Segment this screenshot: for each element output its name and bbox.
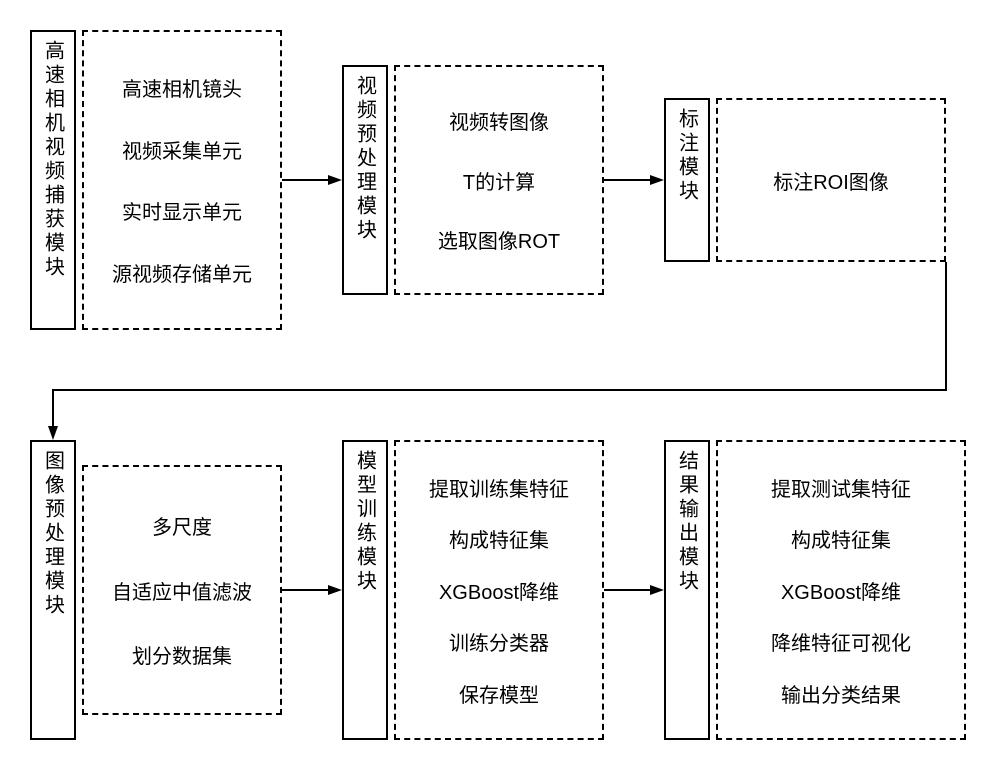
detail-line: 训练分类器 [449,627,549,656]
detail-line: 降维特征可视化 [771,627,911,656]
module-label-m5: 模型训练模块 [351,450,380,594]
detail-m4: 多尺度自适应中值滤波划分数据集 [82,465,282,715]
arrow-head-icon [328,175,342,185]
detail-line: 视频转图像 [449,106,549,135]
detail-line: T的计算 [463,166,535,195]
detail-line: 提取测试集特征 [771,473,911,502]
detail-line: 划分数据集 [132,640,232,669]
detail-line: XGBoost降维 [439,576,559,605]
module-label-m1: 高速相机视频捕获模块 [39,40,68,280]
detail-line: 源视频存储单元 [112,258,252,287]
arrow-head-icon [48,426,58,440]
detail-line: XGBoost降维 [781,576,901,605]
module-m4: 图像预处理模块 [30,440,76,740]
module-label-m2: 视频预处理模块 [351,75,380,243]
module-label-m3: 标注模块 [673,108,702,204]
detail-line: 多尺度 [152,511,212,540]
detail-m3: 标注ROI图像 [716,98,946,262]
module-label-m4: 图像预处理模块 [39,450,68,618]
detail-line: 保存模型 [459,679,539,708]
detail-m2: 视频转图像 T的计算选取图像ROT [394,65,604,295]
detail-line: 标注ROI图像 [773,166,889,195]
detail-line: 构成特征集 [449,524,549,553]
module-label-m6: 结果输出模块 [673,450,702,594]
module-m5: 模型训练模块 [342,440,388,740]
detail-m5: 提取训练集特征构成特征集 XGBoost降维训练分类器保存模型 [394,440,604,740]
arrow-head-icon [650,585,664,595]
detail-line: 选取图像ROT [438,225,560,254]
detail-line: 提取训练集特征 [429,473,569,502]
module-m2: 视频预处理模块 [342,65,388,295]
module-m1: 高速相机视频捕获模块 [30,30,76,330]
detail-m6: 提取测试集特征构成特征集 XGBoost降维降维特征可视化输出分类结果 [716,440,966,740]
arrow-head-icon [328,585,342,595]
detail-line: 构成特征集 [791,524,891,553]
detail-line: 输出分类结果 [781,679,901,708]
module-m3: 标注模块 [664,98,710,262]
module-m6: 结果输出模块 [664,440,710,740]
arrow-head-icon [650,175,664,185]
detail-line: 实时显示单元 [122,196,242,225]
detail-line: 自适应中值滤波 [112,576,252,605]
detail-line: 高速相机镜头 [122,73,242,102]
detail-m1: 高速相机镜头视频采集单元实时显示单元源视频存储单元 [82,30,282,330]
detail-line: 视频采集单元 [122,135,242,164]
